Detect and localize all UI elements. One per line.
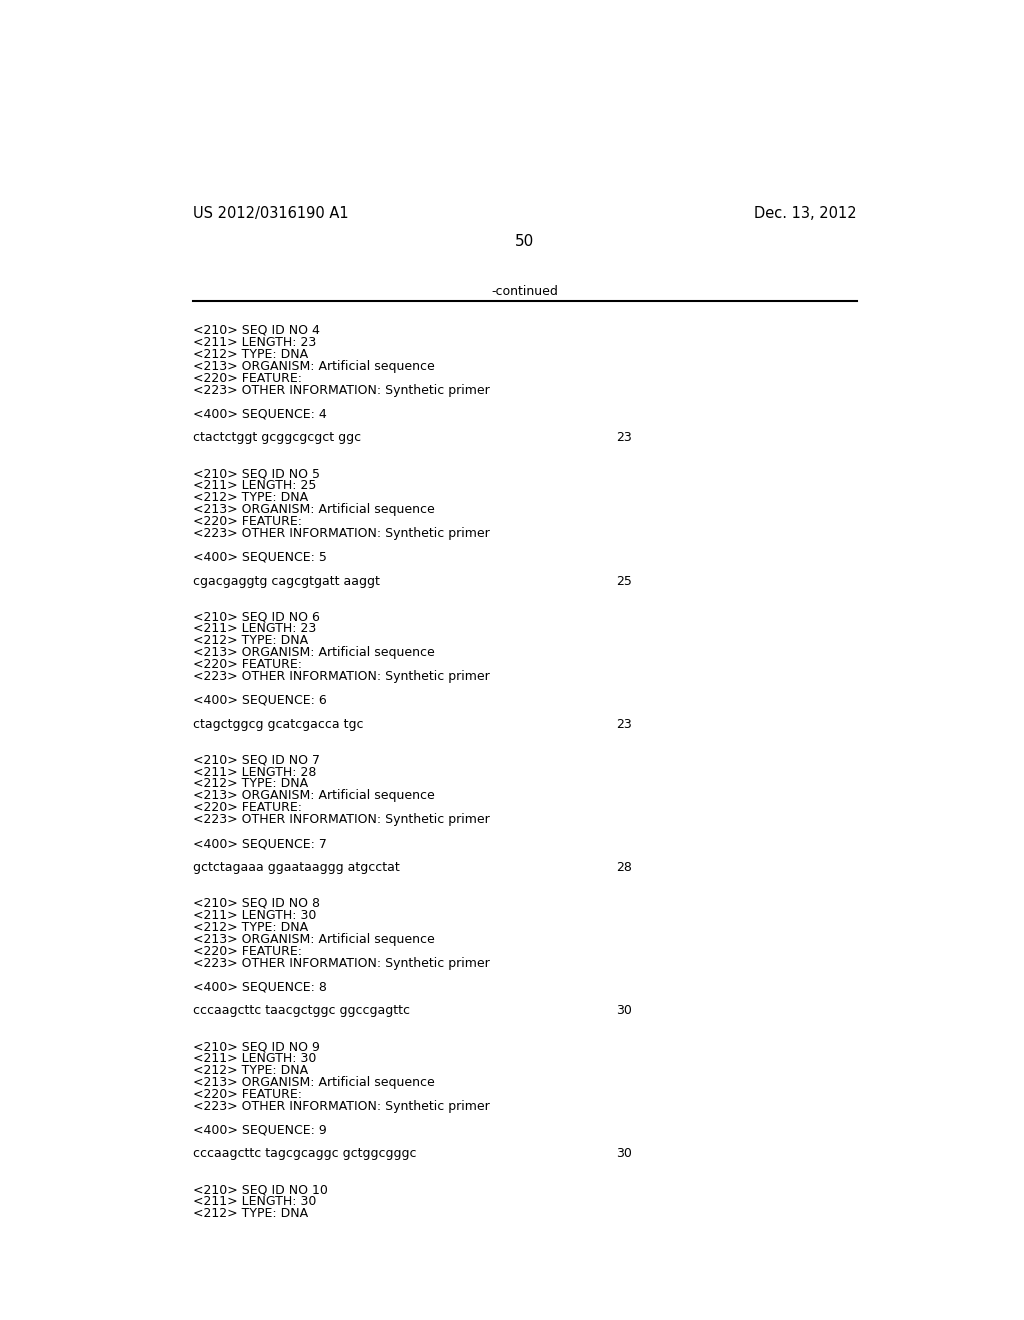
Text: 30: 30 xyxy=(616,1005,632,1018)
Text: <210> SEQ ID NO 10: <210> SEQ ID NO 10 xyxy=(194,1183,328,1196)
Text: <223> OTHER INFORMATION: Synthetic primer: <223> OTHER INFORMATION: Synthetic prime… xyxy=(194,813,489,826)
Text: <212> TYPE: DNA: <212> TYPE: DNA xyxy=(194,921,308,933)
Text: 50: 50 xyxy=(515,234,535,249)
Text: <223> OTHER INFORMATION: Synthetic primer: <223> OTHER INFORMATION: Synthetic prime… xyxy=(194,527,489,540)
Text: 25: 25 xyxy=(616,574,632,587)
Text: <212> TYPE: DNA: <212> TYPE: DNA xyxy=(194,777,308,791)
Text: <223> OTHER INFORMATION: Synthetic primer: <223> OTHER INFORMATION: Synthetic prime… xyxy=(194,957,489,969)
Text: ctagctggcg gcatcgacca tgc: ctagctggcg gcatcgacca tgc xyxy=(194,718,364,731)
Text: cgacgaggtg cagcgtgatt aaggt: cgacgaggtg cagcgtgatt aaggt xyxy=(194,574,380,587)
Text: 28: 28 xyxy=(616,861,632,874)
Text: <211> LENGTH: 30: <211> LENGTH: 30 xyxy=(194,1195,316,1208)
Text: <213> ORGANISM: Artificial sequence: <213> ORGANISM: Artificial sequence xyxy=(194,503,435,516)
Text: <220> FEATURE:: <220> FEATURE: xyxy=(194,372,302,384)
Text: ctactctggt gcggcgcgct ggc: ctactctggt gcggcgcgct ggc xyxy=(194,432,361,445)
Text: <213> ORGANISM: Artificial sequence: <213> ORGANISM: Artificial sequence xyxy=(194,1076,435,1089)
Text: 23: 23 xyxy=(616,718,632,731)
Text: <400> SEQUENCE: 9: <400> SEQUENCE: 9 xyxy=(194,1123,327,1137)
Text: <212> TYPE: DNA: <212> TYPE: DNA xyxy=(194,635,308,647)
Text: cccaagcttc taacgctggc ggccgagttc: cccaagcttc taacgctggc ggccgagttc xyxy=(194,1005,410,1018)
Text: <400> SEQUENCE: 8: <400> SEQUENCE: 8 xyxy=(194,981,327,994)
Text: <213> ORGANISM: Artificial sequence: <213> ORGANISM: Artificial sequence xyxy=(194,360,435,372)
Text: <212> TYPE: DNA: <212> TYPE: DNA xyxy=(194,491,308,504)
Text: <400> SEQUENCE: 6: <400> SEQUENCE: 6 xyxy=(194,694,327,708)
Text: gctctagaaa ggaataaggg atgcctat: gctctagaaa ggaataaggg atgcctat xyxy=(194,861,399,874)
Text: <212> TYPE: DNA: <212> TYPE: DNA xyxy=(194,1064,308,1077)
Text: <223> OTHER INFORMATION: Synthetic primer: <223> OTHER INFORMATION: Synthetic prime… xyxy=(194,1100,489,1113)
Text: <220> FEATURE:: <220> FEATURE: xyxy=(194,659,302,671)
Text: <212> TYPE: DNA: <212> TYPE: DNA xyxy=(194,1206,308,1220)
Text: <210> SEQ ID NO 9: <210> SEQ ID NO 9 xyxy=(194,1040,319,1053)
Text: <220> FEATURE:: <220> FEATURE: xyxy=(194,801,302,814)
Text: US 2012/0316190 A1: US 2012/0316190 A1 xyxy=(194,206,349,222)
Text: <213> ORGANISM: Artificial sequence: <213> ORGANISM: Artificial sequence xyxy=(194,647,435,659)
Text: Dec. 13, 2012: Dec. 13, 2012 xyxy=(754,206,856,222)
Text: <213> ORGANISM: Artificial sequence: <213> ORGANISM: Artificial sequence xyxy=(194,933,435,945)
Text: <211> LENGTH: 28: <211> LENGTH: 28 xyxy=(194,766,316,779)
Text: <223> OTHER INFORMATION: Synthetic primer: <223> OTHER INFORMATION: Synthetic prime… xyxy=(194,384,489,396)
Text: <220> FEATURE:: <220> FEATURE: xyxy=(194,1088,302,1101)
Text: <211> LENGTH: 30: <211> LENGTH: 30 xyxy=(194,908,316,921)
Text: -continued: -continued xyxy=(492,285,558,298)
Text: <212> TYPE: DNA: <212> TYPE: DNA xyxy=(194,348,308,360)
Text: <210> SEQ ID NO 4: <210> SEQ ID NO 4 xyxy=(194,323,319,337)
Text: <220> FEATURE:: <220> FEATURE: xyxy=(194,945,302,957)
Text: <210> SEQ ID NO 8: <210> SEQ ID NO 8 xyxy=(194,896,321,909)
Text: <211> LENGTH: 30: <211> LENGTH: 30 xyxy=(194,1052,316,1065)
Text: <210> SEQ ID NO 7: <210> SEQ ID NO 7 xyxy=(194,754,321,767)
Text: <400> SEQUENCE: 5: <400> SEQUENCE: 5 xyxy=(194,550,327,564)
Text: <211> LENGTH: 25: <211> LENGTH: 25 xyxy=(194,479,316,492)
Text: <213> ORGANISM: Artificial sequence: <213> ORGANISM: Artificial sequence xyxy=(194,789,435,803)
Text: <210> SEQ ID NO 5: <210> SEQ ID NO 5 xyxy=(194,467,321,480)
Text: 30: 30 xyxy=(616,1147,632,1160)
Text: <400> SEQUENCE: 4: <400> SEQUENCE: 4 xyxy=(194,408,327,421)
Text: cccaagcttc tagcgcaggc gctggcgggc: cccaagcttc tagcgcaggc gctggcgggc xyxy=(194,1147,417,1160)
Text: <211> LENGTH: 23: <211> LENGTH: 23 xyxy=(194,335,316,348)
Text: 23: 23 xyxy=(616,432,632,445)
Text: <210> SEQ ID NO 6: <210> SEQ ID NO 6 xyxy=(194,610,319,623)
Text: <223> OTHER INFORMATION: Synthetic primer: <223> OTHER INFORMATION: Synthetic prime… xyxy=(194,671,489,682)
Text: <220> FEATURE:: <220> FEATURE: xyxy=(194,515,302,528)
Text: <211> LENGTH: 23: <211> LENGTH: 23 xyxy=(194,622,316,635)
Text: <400> SEQUENCE: 7: <400> SEQUENCE: 7 xyxy=(194,837,327,850)
